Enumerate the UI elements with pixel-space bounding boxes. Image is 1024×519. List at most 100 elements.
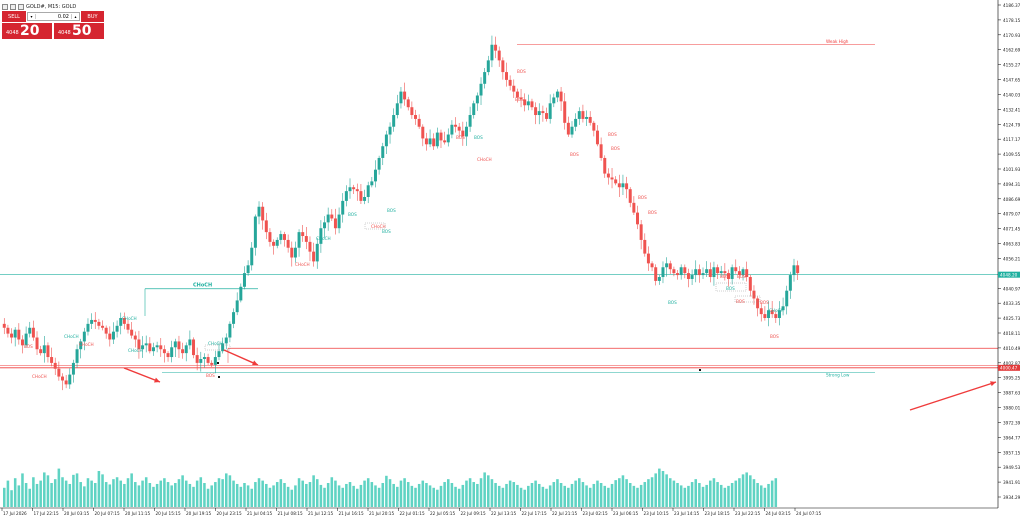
candle-body <box>6 327 10 334</box>
volume-bar <box>545 488 548 507</box>
arrow-left-shaft <box>123 367 161 383</box>
ask-price-prefix: 4048 <box>58 30 71 36</box>
candle-body <box>683 267 687 274</box>
candle-body <box>279 234 283 240</box>
volume-bar <box>512 482 516 507</box>
lot-size-input[interactable]: ▾ 0.02 ▴ <box>27 12 80 21</box>
volume-bar <box>108 484 112 507</box>
minimize-icon[interactable] <box>10 3 16 10</box>
volume-bar <box>57 468 61 507</box>
candle-body <box>119 318 123 326</box>
candle-body <box>330 214 334 219</box>
structure-label: BOS <box>570 152 579 157</box>
candle-body <box>792 265 796 276</box>
red-price-tag <box>998 364 1020 371</box>
candle-body <box>31 327 35 338</box>
time-tick-label: 23 Jul 18:15 <box>705 511 730 516</box>
volume-bar <box>417 483 421 507</box>
volume-bar <box>494 483 497 507</box>
candle-body <box>46 345 50 358</box>
price-tick-label: 4010.49 <box>1003 346 1021 351</box>
candle-body <box>497 50 501 61</box>
volume-bar <box>115 477 119 507</box>
ask-price-button[interactable]: 4048 50 <box>54 23 104 39</box>
volume-bar <box>137 485 141 507</box>
candle-body <box>20 339 24 346</box>
volume-bar <box>46 475 50 507</box>
time-tick-label: 20 Jul 11:15 <box>125 511 150 516</box>
price-tick-label: 4101.93 <box>1003 167 1021 172</box>
candle-body <box>293 247 297 258</box>
dashed-box <box>734 295 761 303</box>
candle-body <box>661 267 665 278</box>
candle-body <box>603 157 607 174</box>
candle-body <box>745 269 749 278</box>
one-click-trading-panel: SELL ▾ 0.02 ▴ BUY 4048 20 4048 50 <box>2 11 104 39</box>
candle-body <box>177 341 181 350</box>
structure-label: BOS <box>720 274 729 279</box>
volume-bar <box>221 479 224 507</box>
price-tick-label: 4086.69 <box>1003 197 1021 202</box>
price-tick-label: 4132.41 <box>1003 107 1021 112</box>
candle-body <box>97 321 101 326</box>
volume-bar <box>385 475 388 507</box>
structure-label: BOS <box>611 146 620 151</box>
maximize-icon[interactable] <box>18 3 24 10</box>
candle-body <box>454 124 458 127</box>
structure-label: BOS <box>24 344 33 349</box>
candle-body <box>585 116 589 119</box>
candle-body <box>370 181 374 186</box>
candle-body <box>341 200 345 215</box>
candle-body <box>610 177 614 180</box>
candle-body <box>428 138 432 145</box>
volume-bar <box>410 485 414 507</box>
candle-body <box>384 134 388 147</box>
candle-body <box>210 362 214 365</box>
volume-bar <box>68 483 72 507</box>
structure-label: BOS <box>387 208 396 213</box>
dot-marker-2 <box>217 362 219 364</box>
candle-body <box>432 138 436 147</box>
time-tick-label: 22 Jul 13:15 <box>491 511 516 516</box>
candle-body <box>359 191 363 201</box>
candle-body <box>326 214 330 223</box>
candle-body <box>508 79 512 86</box>
buy-button[interactable]: BUY <box>81 11 104 22</box>
volume-bar <box>326 483 330 507</box>
structure-label: BOS <box>206 373 215 378</box>
volume-bar <box>770 480 774 507</box>
volume-bar <box>618 478 621 507</box>
sell-button[interactable]: SELL <box>2 11 26 22</box>
volume-bar <box>716 482 719 507</box>
candle-body <box>668 263 672 270</box>
structure-label: BOS <box>668 300 677 305</box>
candle-body <box>257 206 261 217</box>
candle-body <box>275 239 279 246</box>
volume-bar <box>676 483 679 507</box>
volume-bar <box>374 485 377 507</box>
candlesticks <box>2 35 800 391</box>
candle-body <box>130 329 134 336</box>
candle-body <box>410 107 414 116</box>
volume-bar <box>192 486 195 507</box>
structure-label: BOS <box>770 334 779 339</box>
chevron-up-icon[interactable]: ▴ <box>71 14 79 19</box>
bid-price-pips: 20 <box>20 23 40 39</box>
zone-lines: Weak High Strong Low CHoCH <box>0 39 998 378</box>
volume-bar <box>457 488 461 507</box>
candle-body <box>614 179 618 184</box>
volume-bar <box>701 486 705 507</box>
volume-bar <box>148 483 152 507</box>
bid-price-button[interactable]: 4048 20 <box>2 23 52 39</box>
volume-bar <box>334 480 337 507</box>
candle-body <box>475 95 479 104</box>
candle-body <box>767 310 771 319</box>
candle-body <box>636 212 640 225</box>
candle-body <box>53 362 57 369</box>
volume-bar <box>235 483 239 507</box>
lot-size-value[interactable]: 0.02 <box>57 13 69 20</box>
structure-label: CHoCH <box>79 342 94 347</box>
chevron-down-icon[interactable]: ▾ <box>28 14 36 19</box>
candle-body <box>621 183 625 188</box>
